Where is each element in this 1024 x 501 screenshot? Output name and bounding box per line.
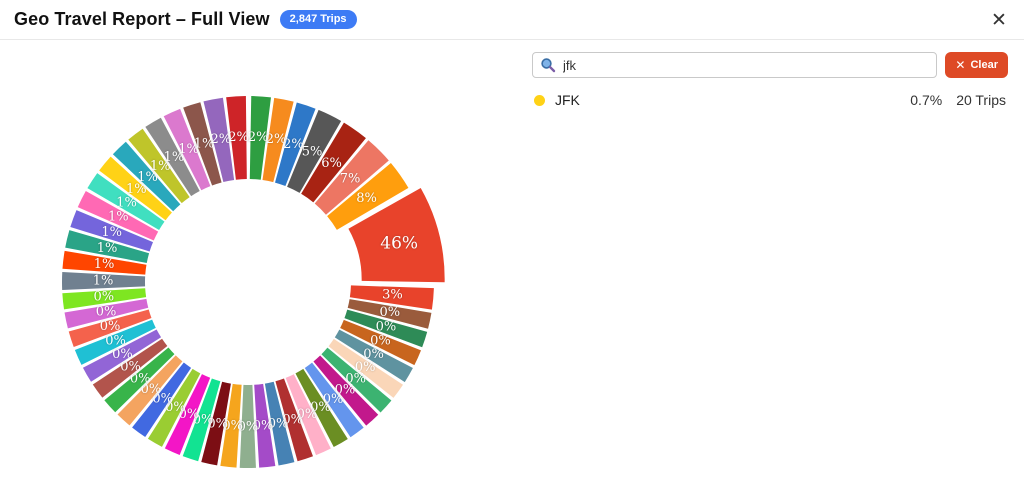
donut-slice[interactable] <box>163 108 211 191</box>
donut-slice[interactable] <box>164 374 211 455</box>
trips-count-badge: 2,847 Trips <box>279 9 357 30</box>
donut-slice[interactable] <box>92 338 168 398</box>
donut-slice[interactable] <box>64 298 149 329</box>
donut-slice[interactable] <box>70 210 154 252</box>
donut-slice[interactable] <box>147 368 201 447</box>
donut-slice[interactable] <box>128 128 190 204</box>
clear-button[interactable]: ✕ Clear <box>945 52 1008 78</box>
donut-slice[interactable] <box>314 140 389 215</box>
result-color-dot <box>534 94 545 106</box>
search-input[interactable] <box>532 52 938 78</box>
donut-slice[interactable] <box>285 374 331 456</box>
donut-slice[interactable] <box>104 347 175 413</box>
donut-slice[interactable] <box>340 319 421 366</box>
donut-slice[interactable] <box>327 162 409 230</box>
donut-slice[interactable] <box>65 230 150 263</box>
donut-slice[interactable] <box>239 384 256 469</box>
donut-slice[interactable] <box>182 378 221 462</box>
donut-slice[interactable] <box>132 362 192 438</box>
result-percent: 0.7% <box>910 92 943 108</box>
donut-slice[interactable] <box>321 347 392 413</box>
donut-slice[interactable] <box>349 285 434 310</box>
donut-slice[interactable] <box>68 309 152 347</box>
donut-slice[interactable] <box>304 362 364 438</box>
donut-slice[interactable] <box>348 187 445 283</box>
donut-slice[interactable] <box>61 271 146 290</box>
donut-slice[interactable] <box>264 381 295 466</box>
donut-slice[interactable] <box>262 97 294 183</box>
search-result-row[interactable]: JFK 0.7% 20 Trips <box>532 92 1008 108</box>
donut-slice[interactable] <box>275 102 316 187</box>
donut-slice[interactable] <box>87 173 165 231</box>
donut-slice[interactable] <box>112 141 181 212</box>
donut-slice[interactable] <box>74 319 156 365</box>
donut-slice[interactable] <box>183 102 222 186</box>
donut-slice[interactable] <box>77 190 159 241</box>
donut-slice[interactable] <box>62 288 147 310</box>
clear-x-icon: ✕ <box>955 58 966 72</box>
donut-slice[interactable] <box>344 309 428 348</box>
donut-slice[interactable] <box>254 383 276 468</box>
donut-slice[interactable] <box>328 338 404 398</box>
donut-slice[interactable] <box>287 109 342 193</box>
donut-slice[interactable] <box>203 97 235 182</box>
result-trips: 20 Trips <box>956 92 1006 108</box>
donut-slice[interactable] <box>347 299 432 329</box>
donut-slice[interactable] <box>334 329 413 383</box>
search-panel: ✕ Clear JFK 0.7% 20 Trips <box>532 52 1008 108</box>
donut-slice[interactable] <box>99 156 172 221</box>
donut-slice[interactable] <box>295 368 348 448</box>
donut-slice[interactable] <box>117 355 183 426</box>
donut-slice[interactable] <box>226 96 247 180</box>
search-box <box>532 52 938 78</box>
donut-slice[interactable] <box>313 355 379 426</box>
donut-slice[interactable] <box>220 383 242 468</box>
close-icon[interactable]: ✕ <box>988 10 1010 32</box>
donut-slice[interactable] <box>301 122 366 203</box>
donut-chart-svg: 2%2%2%5%6%7%8%46%3%0%0%0%0%0%0%0%0%0%0%0… <box>61 96 445 469</box>
donut-slice[interactable] <box>62 250 147 275</box>
report-header: Geo Travel Report – Full View 2,847 Trip… <box>0 0 1024 40</box>
donut-slice[interactable] <box>275 378 313 462</box>
header-divider <box>0 39 1024 40</box>
result-label: JFK <box>555 92 580 108</box>
page-title: Geo Travel Report – Full View <box>14 9 270 29</box>
donut-slice[interactable] <box>82 329 162 382</box>
donut-chart: 2% 2% 2% 5% 6% 7% 8% 46% 3% 0% 0% 0% 0% 0% 0% 0% 0% 0% 0% 0… <box>40 80 470 492</box>
clear-button-label: Clear <box>970 59 998 71</box>
donut-slice[interactable] <box>145 117 200 197</box>
donut-slice[interactable] <box>249 96 271 180</box>
donut-slice[interactable] <box>201 381 231 466</box>
